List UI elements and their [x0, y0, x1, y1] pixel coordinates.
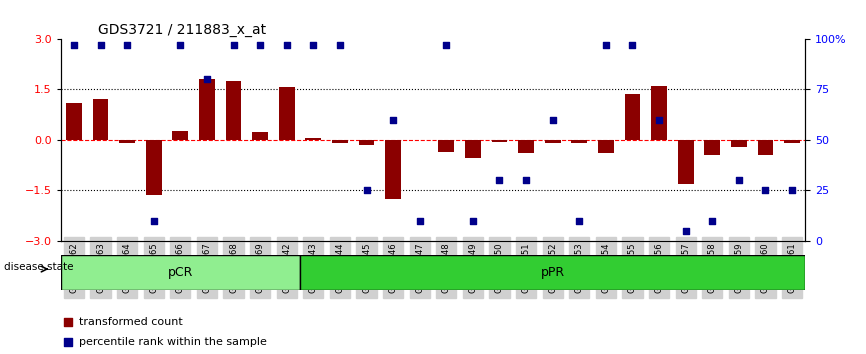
- Point: [227, 42, 241, 48]
- Bar: [784, 140, 800, 143]
- Bar: [199, 79, 215, 140]
- Bar: [306, 138, 321, 140]
- Bar: [758, 140, 773, 155]
- Point: [732, 177, 746, 183]
- Point: [359, 188, 373, 193]
- Bar: [678, 140, 694, 184]
- Text: GDS3721 / 211883_x_at: GDS3721 / 211883_x_at: [98, 23, 266, 36]
- Bar: [93, 99, 108, 140]
- Point: [546, 117, 559, 122]
- Point: [494, 34, 507, 39]
- Point: [386, 117, 400, 122]
- Point: [307, 42, 320, 48]
- Point: [494, 214, 507, 219]
- Bar: [731, 140, 746, 147]
- Point: [120, 42, 134, 48]
- Bar: [359, 140, 374, 145]
- Bar: [465, 140, 481, 158]
- Bar: [572, 140, 587, 143]
- Point: [253, 42, 267, 48]
- Bar: [120, 140, 135, 143]
- Text: disease state: disease state: [4, 262, 74, 272]
- Point: [466, 218, 480, 223]
- Bar: [66, 103, 82, 140]
- Point: [519, 177, 533, 183]
- Point: [333, 42, 346, 48]
- Point: [94, 42, 107, 48]
- Bar: [332, 140, 348, 143]
- Bar: [518, 140, 534, 153]
- Point: [200, 76, 214, 82]
- Point: [679, 228, 693, 234]
- Point: [439, 42, 453, 48]
- Bar: [704, 140, 721, 155]
- Point: [173, 42, 187, 48]
- Bar: [172, 131, 188, 140]
- Point: [146, 218, 160, 223]
- Point: [413, 218, 427, 223]
- Bar: [545, 140, 560, 143]
- Bar: [279, 87, 294, 140]
- Text: percentile rank within the sample: percentile rank within the sample: [80, 337, 267, 347]
- Point: [652, 117, 666, 122]
- Text: pCR: pCR: [168, 266, 193, 279]
- Bar: [145, 140, 162, 195]
- Bar: [225, 81, 242, 140]
- Bar: [252, 132, 268, 140]
- Point: [280, 42, 294, 48]
- Point: [599, 42, 613, 48]
- Point: [67, 42, 81, 48]
- FancyBboxPatch shape: [61, 255, 300, 290]
- Bar: [624, 95, 641, 140]
- Bar: [492, 140, 507, 142]
- Point: [705, 218, 719, 223]
- Bar: [385, 140, 401, 199]
- Text: pPR: pPR: [540, 266, 565, 279]
- Bar: [651, 86, 667, 140]
- Bar: [598, 140, 614, 153]
- Point: [493, 177, 507, 183]
- Bar: [438, 140, 455, 152]
- Point: [759, 188, 772, 193]
- Point: [625, 42, 639, 48]
- Point: [572, 218, 586, 223]
- FancyBboxPatch shape: [300, 255, 805, 290]
- Point: [785, 188, 799, 193]
- Text: transformed count: transformed count: [80, 317, 183, 327]
